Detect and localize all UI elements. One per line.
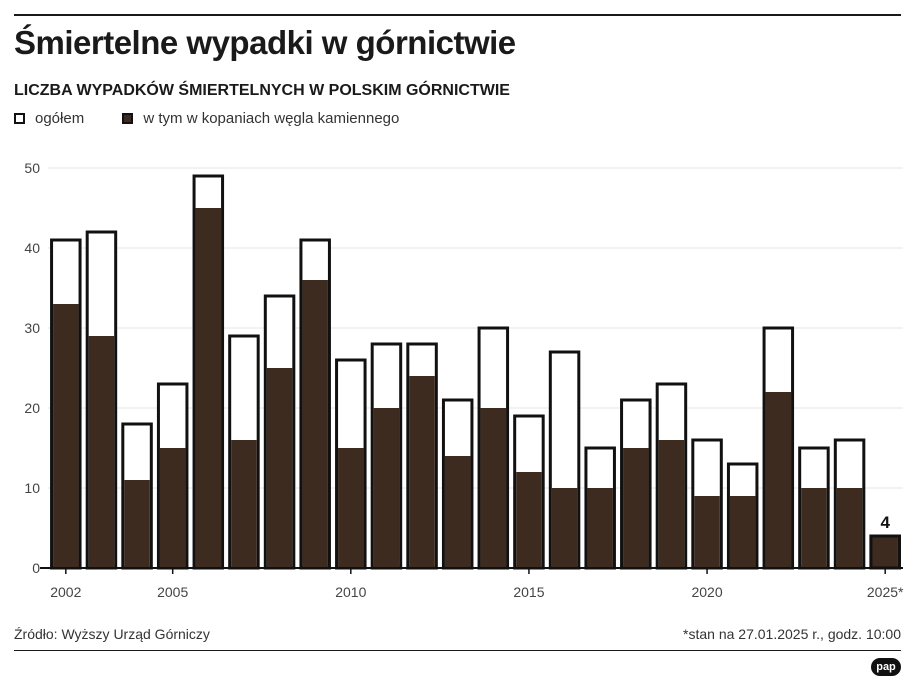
bar-group-2013 bbox=[441, 398, 474, 570]
bar-coal bbox=[516, 472, 542, 568]
bar-coal bbox=[551, 488, 578, 568]
bar-group-2023 bbox=[798, 446, 830, 570]
pap-logo: pap bbox=[871, 658, 901, 676]
top-rule bbox=[14, 14, 901, 16]
bar-coal bbox=[302, 280, 328, 568]
chart-subtitle: LICZBA WYPADKÓW ŚMIERTELNYCH W POLSKIM G… bbox=[14, 82, 510, 99]
y-tick-label: 20 bbox=[24, 400, 40, 416]
bar-group-2021 bbox=[726, 462, 759, 570]
bar-group-2003 bbox=[85, 230, 118, 570]
bar-coal bbox=[373, 408, 400, 568]
bar-group-2019 bbox=[655, 382, 688, 570]
bar-coal bbox=[658, 440, 685, 568]
bar-group-2022 bbox=[762, 326, 795, 570]
bar-coal bbox=[88, 336, 115, 568]
x-tick-label: 2020 bbox=[691, 584, 722, 600]
bar-group-2002 bbox=[50, 238, 82, 570]
chart-title: Śmiertelne wypadki w górnictwie bbox=[14, 24, 516, 61]
bar-coal bbox=[231, 440, 257, 568]
legend-swatch-coal bbox=[122, 113, 134, 124]
legend: ogółem w tym w kopaniach węgla kamienneg… bbox=[14, 110, 433, 128]
y-tick-label: 40 bbox=[24, 240, 40, 256]
data-label: 4 bbox=[880, 513, 890, 532]
bar-group-2025 bbox=[869, 534, 901, 570]
footnote: *stan na 27.01.2025 r., godz. 10:00 bbox=[683, 626, 901, 642]
x-tick-label: 2015 bbox=[513, 584, 544, 600]
bar-chart: 0 10 20 30 40 50 2002 2005 2010 2015 2020 2025* 4 bbox=[24, 160, 904, 600]
y-tick-label: 10 bbox=[24, 480, 40, 496]
bar-coal bbox=[195, 208, 222, 568]
source-note: Źródło: Wyższy Urząd Górniczy bbox=[14, 626, 210, 642]
bar-coal bbox=[124, 480, 150, 568]
bar-coal bbox=[444, 456, 471, 568]
bar-group-2007 bbox=[228, 334, 260, 570]
x-tick-label: 2005 bbox=[157, 584, 188, 600]
bar-group-2024 bbox=[833, 438, 866, 570]
bar-group-2006 bbox=[192, 174, 225, 570]
bar-coal bbox=[266, 368, 293, 568]
bottom-rule bbox=[14, 650, 901, 651]
bar-coal bbox=[409, 376, 435, 568]
bar-group-2010 bbox=[335, 358, 367, 570]
legend-item-coal: w tym w kopaniach węgla kamiennego bbox=[122, 110, 399, 127]
y-tick-label: 50 bbox=[24, 160, 40, 176]
bar-coal bbox=[623, 448, 649, 568]
bar-coal bbox=[53, 304, 79, 568]
legend-swatch-total bbox=[14, 113, 25, 124]
bar-coal bbox=[480, 408, 507, 568]
bar-coal bbox=[729, 496, 756, 568]
bar-coal bbox=[872, 536, 898, 568]
x-tick-label: 2025* bbox=[867, 584, 904, 600]
legend-label-total: ogółem bbox=[35, 110, 85, 127]
bar-group-2020 bbox=[691, 438, 723, 570]
bar-group-2017 bbox=[584, 446, 616, 570]
bar-group-2011 bbox=[370, 342, 403, 570]
bar-group-2012 bbox=[406, 342, 438, 570]
bar-coal bbox=[587, 488, 613, 568]
bar-group-2018 bbox=[620, 398, 652, 570]
bar-coal bbox=[338, 448, 364, 568]
bar-coal bbox=[694, 496, 720, 568]
bar-coal bbox=[801, 488, 827, 568]
x-tick-label: 2002 bbox=[50, 584, 81, 600]
bar-group-2004 bbox=[121, 422, 153, 570]
bar-group-2009 bbox=[299, 238, 331, 570]
bar-group-2016 bbox=[548, 350, 581, 570]
x-tick-label: 2010 bbox=[335, 584, 366, 600]
y-tick-label: 0 bbox=[32, 560, 40, 576]
legend-label-coal: w tym w kopaniach węgla kamiennego bbox=[143, 110, 400, 127]
bar-group-2008 bbox=[263, 294, 296, 570]
bar-group-2015 bbox=[513, 414, 545, 570]
bar-group-2014 bbox=[477, 326, 510, 570]
bar-group-2005 bbox=[156, 382, 189, 570]
bar-coal bbox=[765, 392, 792, 568]
y-tick-label: 30 bbox=[24, 320, 40, 336]
legend-item-total: ogółem bbox=[14, 110, 84, 127]
bar-coal bbox=[836, 488, 863, 568]
bar-coal bbox=[159, 448, 186, 568]
